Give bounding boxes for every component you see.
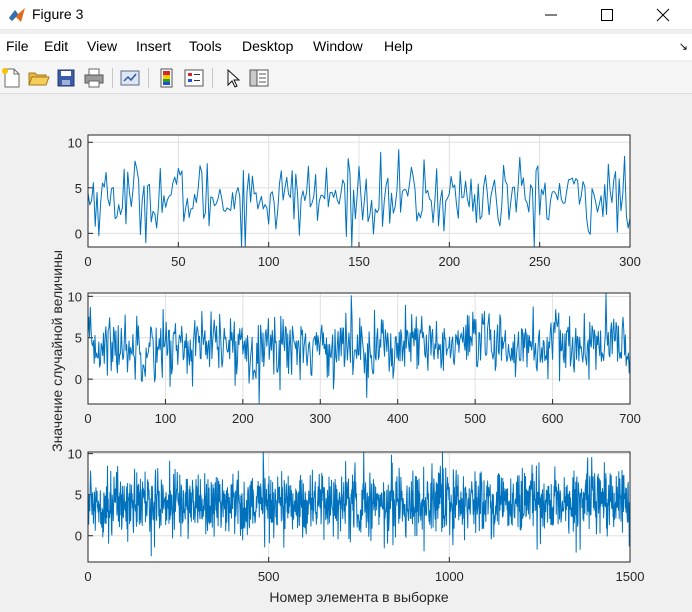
y-tick-label: 5 xyxy=(75,331,82,346)
title-bar: Figure 3 xyxy=(0,0,692,30)
axes-1[interactable]: 0 50 100 150 200 250 300 0 5 10 xyxy=(68,134,641,269)
link-plot-icon xyxy=(120,70,140,86)
x-tick-label: 200 xyxy=(438,254,460,269)
y-tick-label: 5 xyxy=(75,488,82,503)
y-tick-label: 0 xyxy=(75,226,82,241)
pointer-button[interactable] xyxy=(220,66,244,90)
new-figure-button[interactable] xyxy=(0,66,24,90)
x-tick-label: 1000 xyxy=(435,569,464,584)
series-line xyxy=(87,292,631,404)
dock-arrow-icon[interactable]: ↘ xyxy=(678,41,688,53)
open-file-button[interactable] xyxy=(26,66,50,90)
menu-desktop[interactable]: Desktop xyxy=(242,38,294,54)
menu-tools[interactable]: Tools xyxy=(189,38,222,54)
y-tick-label: 0 xyxy=(75,529,82,544)
axes-frame xyxy=(87,292,631,405)
save-icon xyxy=(57,69,75,87)
y-tick-label: 0 xyxy=(75,372,82,387)
open-file-icon xyxy=(28,72,50,86)
series-line xyxy=(87,149,631,247)
x-tick-label: 300 xyxy=(619,254,641,269)
axes-frame xyxy=(87,451,631,563)
x-tick-label: 500 xyxy=(464,411,486,426)
print-icon xyxy=(84,68,104,88)
window-title: Figure 3 xyxy=(32,6,84,22)
x-tick-label: 150 xyxy=(348,254,370,269)
toolbar-separator xyxy=(112,68,113,88)
x-tick-label: 200 xyxy=(232,411,254,426)
axes-2[interactable]: Значение случайной величины 0 100 200 300 40… xyxy=(49,250,641,452)
pointer-icon xyxy=(227,68,241,88)
x-tick-label: 250 xyxy=(529,254,551,269)
toolbar-separator xyxy=(148,68,149,88)
x-tick-label: 0 xyxy=(84,411,91,426)
property-inspector-icon xyxy=(249,69,269,87)
x-tick-label: 1500 xyxy=(616,569,645,584)
x-tick-label: 100 xyxy=(258,254,280,269)
save-button[interactable] xyxy=(54,66,78,90)
x-tick-label: 400 xyxy=(387,411,409,426)
x-tick-label: 500 xyxy=(258,569,280,584)
menu-bar: File Edit View Insert Tools Desktop Wind… xyxy=(0,34,692,60)
x-tick-label: 600 xyxy=(542,411,564,426)
print-button[interactable] xyxy=(82,66,106,90)
toolbar xyxy=(0,62,692,94)
link-plot-button[interactable] xyxy=(118,66,142,90)
y-tick-label: 5 xyxy=(75,181,82,196)
menu-view[interactable]: View xyxy=(87,38,118,54)
x-axis-label: Номер элемента в выборке xyxy=(269,589,449,605)
y-tick-label: 10 xyxy=(68,289,82,304)
axes-3[interactable]: Номер элемента в выборке 0 500 1000 1500 0 5 1… xyxy=(68,447,645,605)
menu-file[interactable]: File xyxy=(6,38,29,54)
menu-insert[interactable]: Insert xyxy=(136,38,172,54)
minimize-button[interactable] xyxy=(528,0,574,30)
y-axis-label: Значение случайной величины xyxy=(49,250,65,452)
legend-icon xyxy=(184,69,204,87)
series-line xyxy=(87,451,631,557)
x-tick-label: 50 xyxy=(171,254,185,269)
menu-help[interactable]: Help xyxy=(384,38,413,54)
legend-button[interactable] xyxy=(182,66,206,90)
y-tick-label: 10 xyxy=(68,447,82,462)
close-button[interactable] xyxy=(640,0,686,30)
colorbar-button[interactable] xyxy=(155,66,179,90)
minimize-icon xyxy=(545,14,557,16)
close-icon xyxy=(656,8,670,22)
matlab-icon xyxy=(9,8,25,22)
colorbar-icon xyxy=(160,68,173,88)
toolbar-separator xyxy=(212,68,213,88)
x-tick-label: 700 xyxy=(619,411,641,426)
property-inspector-button[interactable] xyxy=(247,66,271,90)
x-tick-label: 0 xyxy=(84,254,91,269)
x-tick-label: 300 xyxy=(309,411,331,426)
menu-window[interactable]: Window xyxy=(313,38,363,54)
x-tick-label: 100 xyxy=(155,411,177,426)
maximize-button[interactable] xyxy=(584,0,630,30)
new-figure-icon xyxy=(2,68,20,88)
axes-frame xyxy=(87,134,631,248)
y-tick-label: 10 xyxy=(68,135,82,150)
x-tick-label: 0 xyxy=(84,569,91,584)
menu-edit[interactable]: Edit xyxy=(44,38,69,54)
maximize-icon xyxy=(601,9,613,21)
